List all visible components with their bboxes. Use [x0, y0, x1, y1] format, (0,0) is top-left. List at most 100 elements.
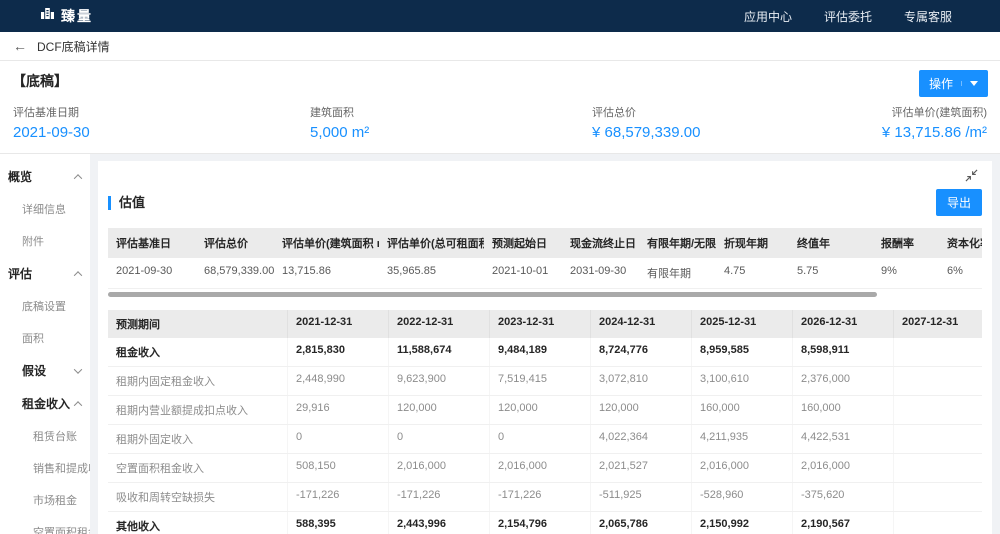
column-header: 现金流终止日: [570, 238, 636, 250]
cell: 4.75: [716, 258, 789, 289]
sidebar-item-market-rent[interactable]: 市场租金: [0, 484, 90, 516]
brand-name: 臻量: [61, 8, 93, 24]
cell: [894, 512, 982, 534]
sidebar-item-attachments[interactable]: 附件: [0, 225, 90, 257]
column-header: 报酬率: [881, 238, 914, 250]
draft-header-card: 【底稿】 操作 评估基准日期 2021-09-30 建筑面积 5,000 m² …: [0, 61, 1000, 154]
chevron-up-icon: [73, 173, 83, 183]
cell: [894, 338, 982, 366]
cell: 9,484,189: [490, 338, 591, 366]
stat-valuation-base-date: 评估基准日期 2021-09-30: [13, 104, 90, 141]
table-row: 吸收和周转空缺损失 -171,226 -171,226 -171,226 -51…: [108, 483, 982, 512]
sidebar-item-area[interactable]: 面积: [0, 322, 90, 354]
sidebar-item-rental-income[interactable]: 租金收入: [0, 387, 90, 420]
valuation-section-header: 估值 导出: [108, 189, 982, 216]
sidebar-item-vacant-area-rental-income[interactable]: 空置面积租金收入: [0, 516, 121, 534]
cell: 2,150,992: [692, 512, 793, 534]
column-header: 资本化率: [947, 238, 982, 250]
stat-label: 评估总价: [592, 107, 636, 119]
stat-value: 5,000 m²: [310, 124, 370, 141]
sidebar-item-assumptions[interactable]: 假设: [0, 354, 90, 387]
row-label: 租金收入: [108, 338, 288, 366]
cell: 120,000: [389, 396, 490, 424]
cell: 2021-09-30: [108, 258, 196, 289]
sidebar-item-lease-ledger[interactable]: 租赁台账: [0, 420, 90, 452]
cell: 2,016,000: [793, 454, 894, 482]
stat-unit-price: 评估单价(建筑面积) ¥ 13,715.86 /m²: [882, 104, 987, 141]
cell: 8,598,911: [793, 338, 894, 366]
cell: 120,000: [591, 396, 692, 424]
table-row: 租期外固定收入 0 0 0 4,022,364 4,211,935 4,422,…: [108, 425, 982, 454]
column-header: 有限年期/无限年期: [647, 238, 716, 250]
cell: 588,395: [288, 512, 389, 534]
breadcrumb[interactable]: DCF底稿详情: [37, 39, 110, 54]
stat-value: 2021-09-30: [13, 124, 90, 141]
cell: 0: [490, 425, 591, 453]
cell: 2,065,786: [591, 512, 692, 534]
stat-value: ¥ 13,715.86 /m²: [881, 124, 987, 141]
cell: 9%: [873, 258, 939, 289]
cell: 160,000: [793, 396, 894, 424]
action-button[interactable]: 操作: [918, 70, 988, 97]
column-header: 预测起始日: [492, 238, 547, 250]
sidebar-item-label: 空置面积租金收入: [33, 527, 121, 534]
cell: 2,815,830: [288, 338, 389, 366]
cell: [894, 454, 982, 482]
column-header: 评估基准日: [116, 238, 171, 250]
sidebar-item-label: 面积: [22, 333, 44, 345]
cell: 2,016,000: [692, 454, 793, 482]
sidebar-item-label: 市场租金: [33, 495, 77, 507]
building-icon: [40, 6, 55, 26]
stat-label: 评估单价(建筑面积): [891, 107, 987, 119]
cell: 4,422,531: [793, 425, 894, 453]
sidebar-item-valuation[interactable]: 评估: [0, 257, 90, 290]
cell: 6%: [939, 258, 982, 289]
sidebar-item-label: 底稿设置: [22, 301, 66, 313]
cell: 4,211,935: [692, 425, 793, 453]
sidebar-item-label: 附件: [22, 236, 44, 248]
cell: 2,376,000: [793, 367, 894, 395]
main-layout: 概览 详细信息 附件 评估 底稿设置 面积 假设 租金收入 租赁台账: [0, 154, 1000, 534]
sidebar-item-detail-info[interactable]: 详细信息: [0, 193, 90, 225]
chevron-down-icon: [73, 364, 83, 374]
cell: 2,448,990: [288, 367, 389, 395]
nav-item-app-center[interactable]: 应用中心: [743, 9, 792, 24]
scrollbar-thumb[interactable]: [108, 292, 878, 297]
cashflow-table-header: 预测期间 2021-12-31 2022-12-31 2023-12-31 20…: [108, 310, 982, 338]
content-area: 估值 导出 评估基准日 评估总价 评估单价(建筑面积 m²) 评估单价(总可租面…: [90, 154, 1000, 534]
back-arrow-icon[interactable]: ←: [13, 38, 27, 54]
cell: 3,072,810: [591, 367, 692, 395]
column-header: 2023-12-31: [490, 310, 591, 338]
cell: 160,000: [692, 396, 793, 424]
stat-label: 评估基准日期: [13, 107, 79, 119]
cell: 5.75: [789, 258, 873, 289]
nav-item-valuation-entrust[interactable]: 评估委托: [823, 9, 872, 24]
cell: [894, 396, 982, 424]
compress-icon[interactable]: [965, 169, 978, 187]
brand-logo[interactable]: 臻量: [40, 6, 93, 26]
action-button-label: 操作: [928, 77, 953, 91]
export-button[interactable]: 导出: [935, 189, 982, 216]
sidebar-item-label: 概览: [8, 170, 33, 184]
sidebar-item-overview[interactable]: 概览: [0, 160, 90, 193]
cell: 13,715.86: [274, 258, 379, 289]
nav-item-customer-service[interactable]: 专属客服: [903, 9, 952, 24]
cell: [894, 483, 982, 511]
sidebar-item-sales-commission-income[interactable]: 销售和提成收入: [0, 452, 110, 484]
page-title: 【底稿】: [12, 73, 68, 89]
sidebar-item-draft-settings[interactable]: 底稿设置: [0, 290, 90, 322]
cell: 508,150: [288, 454, 389, 482]
cell: -171,226: [288, 483, 389, 511]
column-header: 折现年期: [724, 238, 768, 250]
column-header: 2026-12-31: [793, 310, 894, 338]
sidebar-item-label: 租金收入: [22, 397, 71, 411]
column-header: 评估单价(总可租面积 m²): [387, 238, 484, 250]
cell: -375,620: [793, 483, 894, 511]
cell: 8,959,585: [692, 338, 793, 366]
sidebar-item-label: 租赁台账: [33, 431, 77, 443]
breadcrumb-bar: ← DCF底稿详情: [0, 32, 1000, 61]
cell: [894, 425, 982, 453]
table-row: 租金收入 2,815,830 11,588,674 9,484,189 8,72…: [108, 338, 982, 367]
cell: 2031-09-30: [562, 258, 639, 289]
summary-table-row: 2021-09-30 68,579,339.00 13,715.86 35,96…: [108, 258, 982, 289]
